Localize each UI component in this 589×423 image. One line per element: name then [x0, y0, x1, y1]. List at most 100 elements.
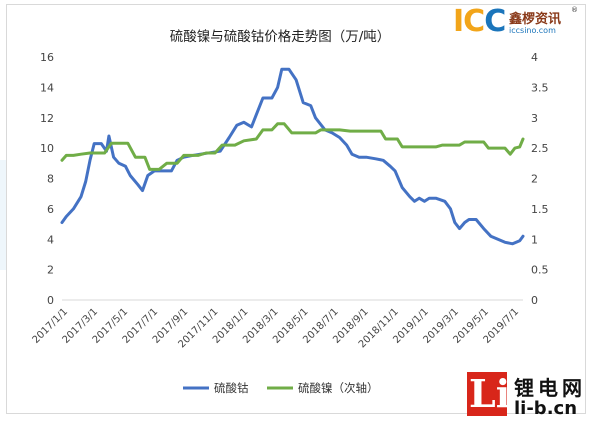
data-point: [475, 218, 477, 221]
data-point: [519, 240, 521, 242]
data-point: [435, 146, 437, 148]
data-point: [183, 154, 185, 156]
data-point: [435, 197, 437, 199]
data-point: [176, 162, 178, 164]
data-point: [129, 174, 131, 177]
data-point: [80, 153, 82, 155]
y-left-tick-label: 4: [47, 233, 54, 246]
data-point: [382, 159, 384, 161]
data-point: [365, 156, 367, 158]
y-left-tick-label: 8: [47, 173, 54, 186]
data-point: [141, 190, 144, 192]
data-point: [291, 132, 293, 134]
data-point: [483, 141, 485, 143]
left-accent-bar: [0, 160, 6, 270]
data-point: [176, 159, 178, 161]
data-point: [158, 168, 160, 170]
data-point: [310, 105, 312, 107]
data-point: [65, 154, 67, 156]
data-point: [205, 152, 207, 154]
li-logo-letters: Li: [469, 371, 511, 416]
data-point: [487, 147, 489, 149]
data-point: [243, 140, 245, 142]
data-point: [277, 123, 279, 125]
data-point: [234, 144, 236, 146]
data-point: [85, 180, 87, 183]
y-left-tick-label: 10: [40, 142, 54, 155]
data-point: [302, 102, 304, 104]
icc-logo-cn: 鑫椤资讯: [509, 12, 562, 27]
data-point: [271, 129, 273, 131]
data-point: [72, 208, 74, 210]
icc-logo: ICC 鑫椤资讯 iccsino.com ®: [453, 4, 583, 42]
axes: 024681012141600.511.522.533.542017/1/120…: [31, 51, 549, 350]
y-right-tick-label: 0: [531, 294, 538, 307]
data-point: [65, 215, 67, 218]
data-point: [108, 135, 110, 137]
data-point: [396, 138, 398, 140]
data-point: [458, 228, 461, 230]
data-point: [283, 123, 285, 125]
data-point: [288, 68, 290, 70]
data-point: [339, 129, 341, 131]
data-point: [522, 138, 524, 140]
data-point: [271, 97, 273, 99]
data-point: [80, 196, 82, 198]
data-point: [161, 170, 163, 172]
data-point: [358, 156, 360, 158]
data-point: [375, 158, 377, 160]
data-point: [221, 144, 223, 146]
y-left-tick-label: 2: [47, 264, 54, 277]
data-point: [497, 238, 499, 240]
data-point: [511, 243, 514, 245]
y-right-tick-label: 2.5: [531, 142, 549, 155]
data-point: [380, 130, 382, 132]
data-point: [197, 154, 199, 156]
data-point: [458, 144, 461, 146]
data-point: [468, 218, 470, 221]
y-right-tick-label: 1.5: [531, 203, 549, 216]
y-left-tick-label: 16: [40, 51, 54, 64]
data-point: [320, 129, 322, 131]
data-point: [124, 165, 127, 167]
data-point: [104, 152, 106, 154]
data-point: [93, 143, 95, 145]
data-point: [514, 147, 516, 149]
data-point: [170, 170, 172, 172]
data-point: [351, 153, 353, 155]
data-point: [243, 121, 245, 123]
data-point: [277, 86, 279, 88]
data-point: [262, 129, 264, 131]
data-point: [89, 152, 91, 154]
y-right-tick-label: 4: [531, 51, 538, 64]
data-point: [504, 147, 506, 149]
y-right-tick-label: 3: [531, 112, 538, 125]
legend: 硫酸钴 硫酸镍（次轴）: [183, 381, 379, 395]
data-point: [166, 162, 168, 164]
li-logo-url: li-b.cn: [514, 398, 578, 419]
icc-logo-letters: ICC: [453, 4, 506, 39]
y-right-tick-label: 2: [531, 173, 538, 186]
data-point: [331, 132, 333, 134]
data-point: [113, 156, 115, 158]
data-point: [504, 241, 506, 243]
data-point: [144, 156, 146, 158]
data-point: [236, 124, 238, 126]
data-point: [228, 136, 230, 139]
y-right-tick-label: 3.5: [531, 81, 549, 94]
data-point: [219, 150, 221, 152]
data-point: [314, 132, 317, 134]
data-point: [389, 165, 391, 167]
data-point: [100, 143, 102, 145]
data-point: [454, 221, 456, 224]
series-layer: [60, 67, 525, 246]
data-point: [339, 136, 341, 139]
data-point: [401, 146, 403, 148]
data-point: [61, 221, 63, 224]
data-point: [127, 142, 129, 144]
data-point: [250, 126, 253, 128]
data-point: [110, 142, 112, 144]
data-point: [519, 146, 521, 148]
y-right-tick-label: 1: [531, 233, 538, 246]
